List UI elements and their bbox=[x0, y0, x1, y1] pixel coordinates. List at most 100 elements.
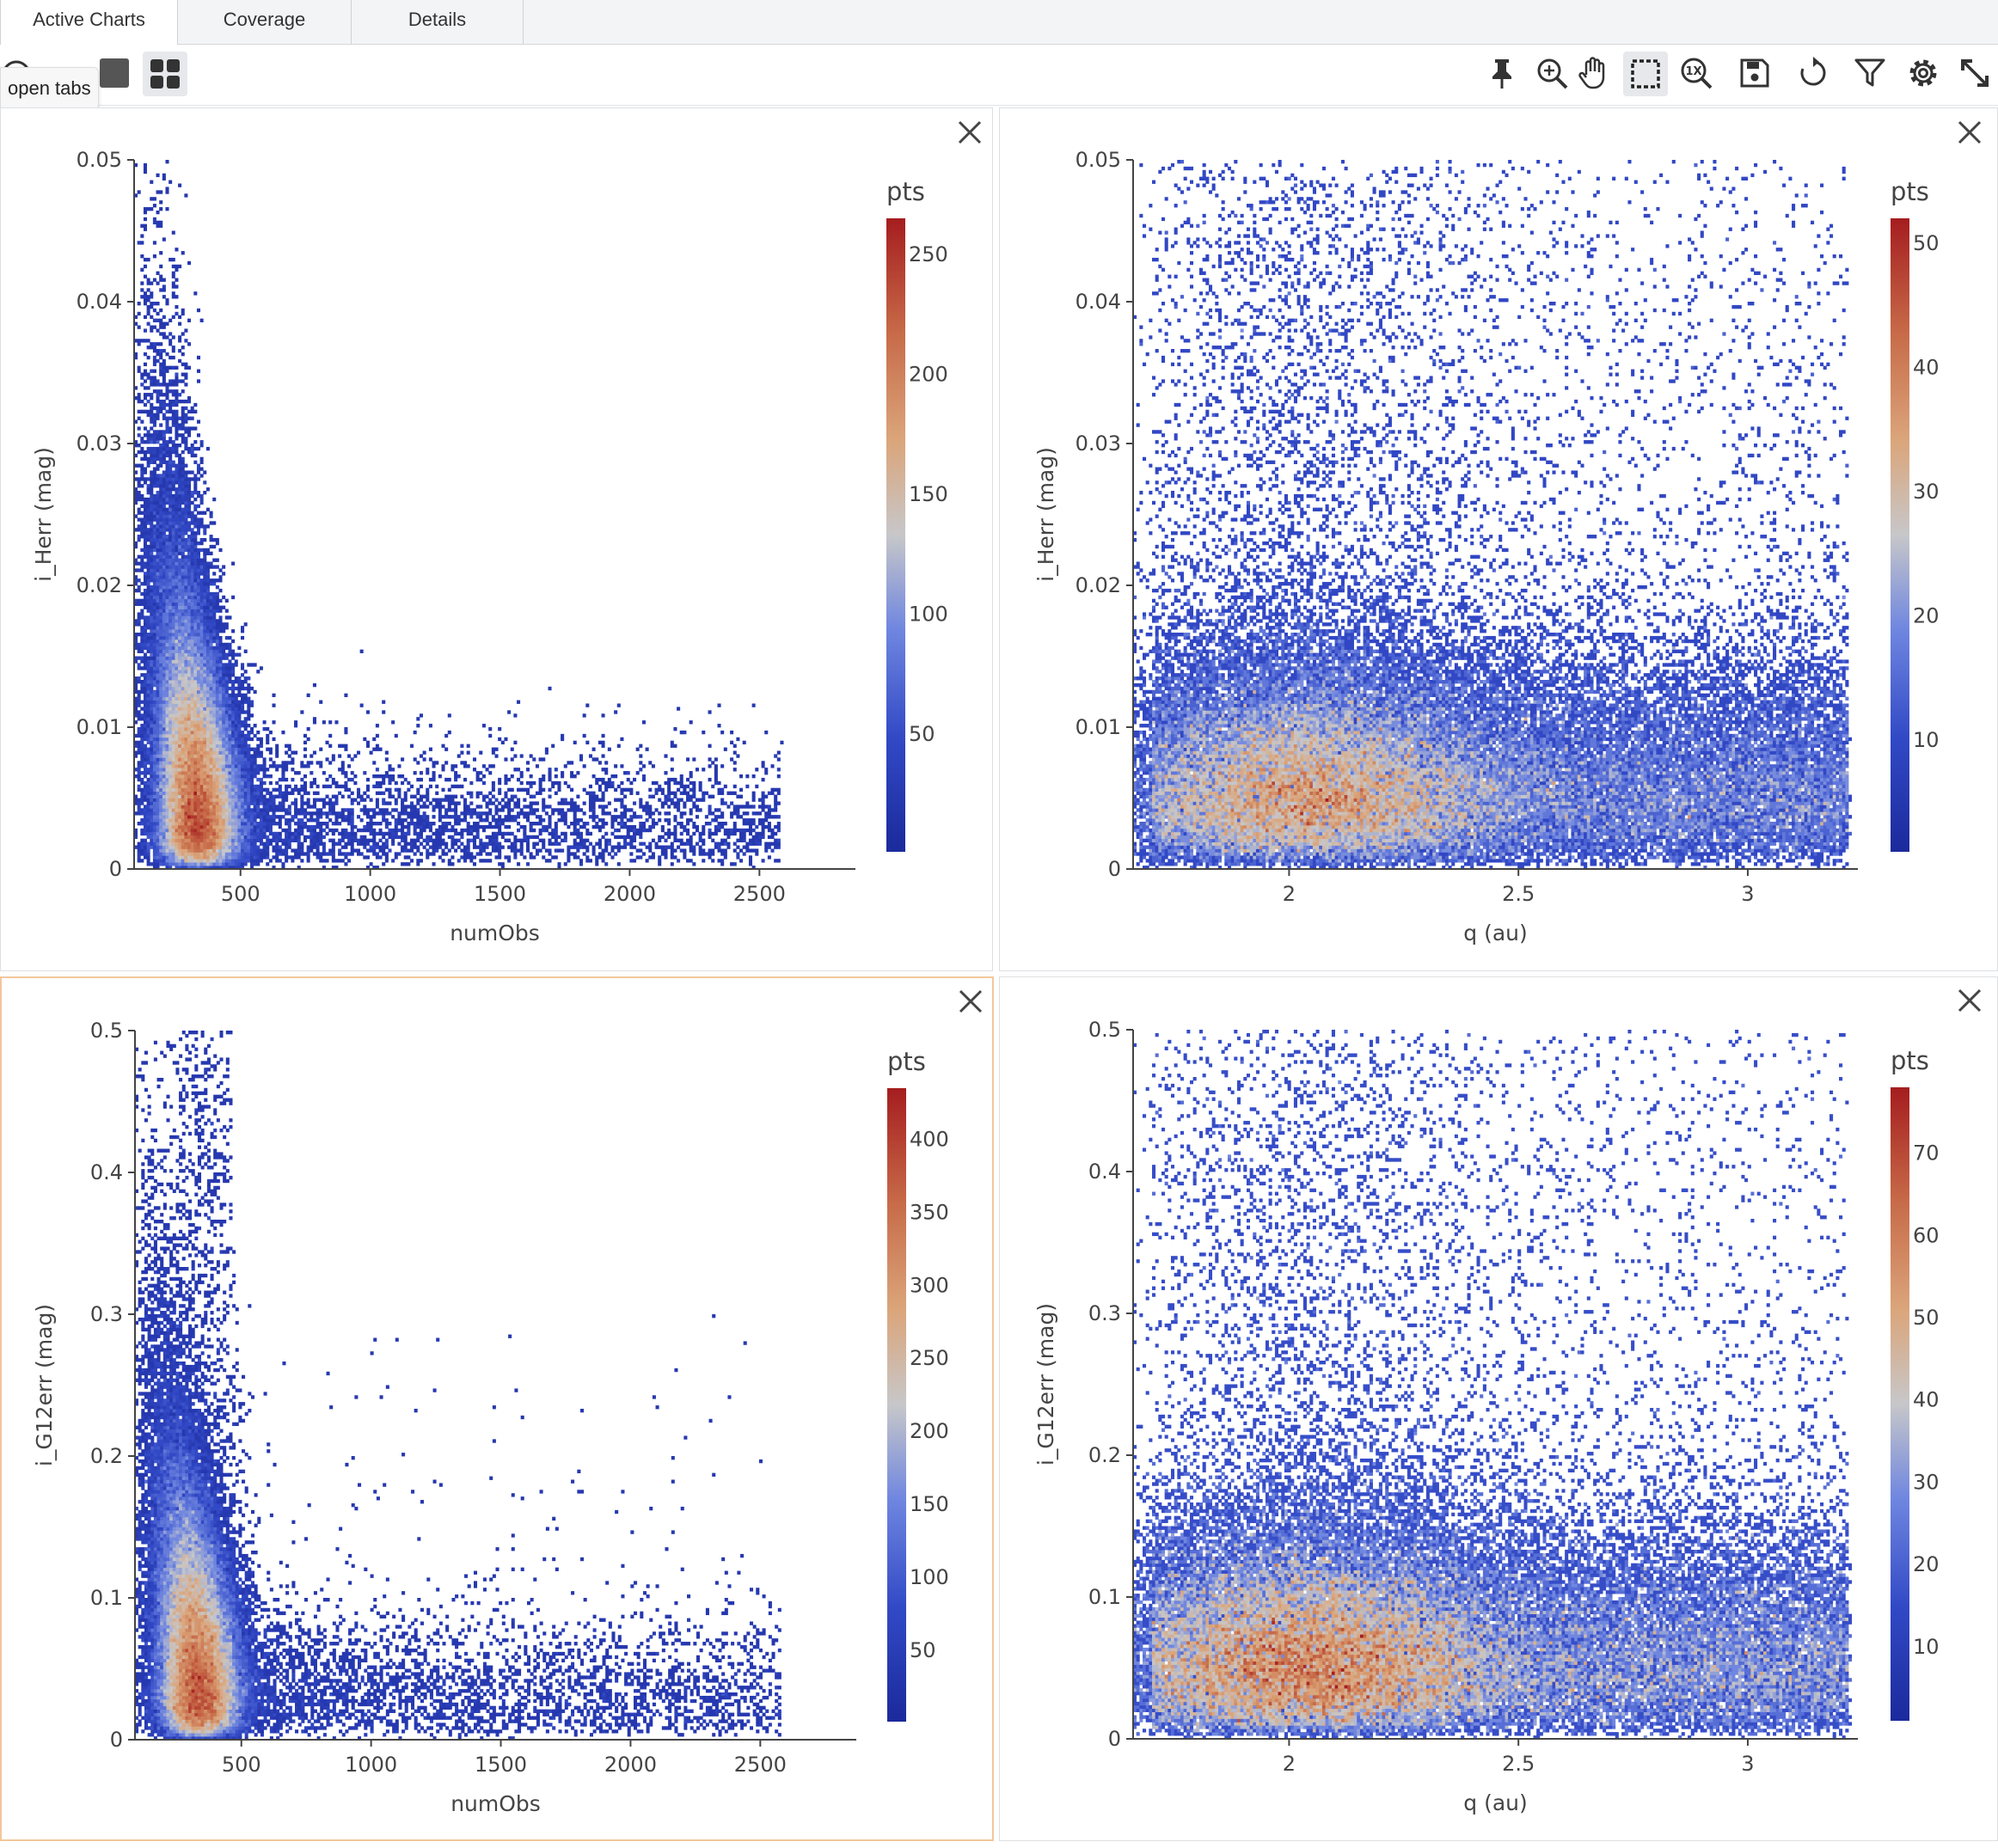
heatmap-cell bbox=[241, 822, 245, 826]
single-view-icon[interactable] bbox=[95, 53, 134, 93]
heatmap-cell bbox=[544, 747, 549, 751]
heatmap-cell bbox=[178, 652, 182, 657]
heatmap-cell bbox=[579, 841, 584, 846]
heatmap-cell bbox=[525, 780, 530, 786]
heatmap-cell bbox=[140, 713, 144, 718]
tab-coverage[interactable]: Coverage bbox=[178, 0, 352, 44]
heatmap-cell bbox=[764, 815, 769, 819]
grid-view-icon[interactable] bbox=[143, 52, 187, 96]
pan-icon[interactable] bbox=[1573, 53, 1613, 93]
heatmap-cell bbox=[162, 845, 166, 849]
heatmap-cell bbox=[209, 754, 213, 758]
heatmap-cell bbox=[231, 686, 236, 691]
heatmap-cell bbox=[228, 828, 232, 833]
heatmap-cell bbox=[702, 730, 706, 735]
heatmap-cell bbox=[224, 774, 229, 779]
tab-details[interactable]: Details bbox=[352, 0, 524, 44]
restore-icon[interactable] bbox=[1793, 53, 1833, 93]
zoom-icon[interactable] bbox=[1532, 53, 1572, 93]
expand-icon[interactable] bbox=[1955, 53, 1995, 93]
heatmap-cell bbox=[234, 703, 238, 707]
heatmap-cell bbox=[224, 747, 229, 751]
heatmap-cell bbox=[610, 774, 615, 779]
heatmap-cell bbox=[231, 639, 236, 644]
heatmap-cell bbox=[196, 682, 201, 688]
tab-active-charts[interactable]: Active Charts bbox=[0, 0, 178, 45]
heatmap-cell bbox=[218, 757, 223, 762]
heatmap-cell bbox=[259, 768, 263, 772]
heatmap-cell bbox=[517, 848, 521, 853]
heatmap-cell bbox=[291, 815, 295, 819]
heatmap-cell bbox=[209, 859, 213, 863]
heatmap-cell bbox=[344, 818, 348, 823]
heatmap-cell bbox=[761, 798, 765, 802]
heatmap-cell bbox=[184, 670, 188, 674]
heatmap-cell bbox=[222, 768, 226, 772]
heatmap-cell bbox=[159, 824, 163, 829]
heatmap-cell bbox=[397, 815, 401, 819]
heatmap-cell bbox=[193, 852, 198, 856]
heatmap-cell bbox=[169, 845, 173, 849]
heatmap-cell bbox=[310, 771, 314, 775]
heatmap-cell bbox=[466, 855, 470, 860]
heatmap-cell bbox=[419, 754, 423, 758]
heatmap-cell bbox=[247, 700, 251, 704]
select-icon[interactable] bbox=[1623, 52, 1668, 96]
heatmap-cell bbox=[196, 730, 201, 735]
heatmap-cell bbox=[190, 707, 194, 711]
heatmap-cell bbox=[175, 720, 179, 725]
heatmap-cell bbox=[588, 815, 592, 819]
heatmap-cell bbox=[517, 811, 521, 816]
heatmap-cell bbox=[203, 724, 207, 728]
heatmap-cell bbox=[319, 747, 323, 751]
zoom-1x-icon[interactable]: 1X bbox=[1676, 53, 1716, 93]
heatmap-cell bbox=[162, 740, 166, 745]
heatmap-cell bbox=[563, 822, 567, 826]
heatmap-cell bbox=[517, 815, 521, 819]
heatmap-cell bbox=[169, 835, 173, 840]
heatmap-cell bbox=[538, 777, 542, 782]
heatmap-cell bbox=[629, 835, 634, 840]
filter-icon[interactable] bbox=[1850, 53, 1890, 93]
heatmap-cell bbox=[203, 693, 207, 698]
heatmap-cell bbox=[595, 822, 599, 826]
chart-panel-numobs-iherr[interactable]: 0 0.01 0.02 0.03 0.04 0.05 500 1000 1500 2000 2500… bbox=[0, 107, 993, 971]
heatmap-cell bbox=[215, 859, 219, 863]
heatmap-cell bbox=[444, 794, 449, 799]
heatmap-cell bbox=[401, 757, 405, 762]
heatmap-cell bbox=[212, 659, 217, 664]
heatmap-cell bbox=[228, 845, 232, 849]
heatmap-cell bbox=[310, 754, 314, 758]
heatmap-cell bbox=[382, 815, 386, 819]
heatmap-cell bbox=[660, 824, 665, 829]
heatmap-cell bbox=[695, 824, 700, 829]
heatmap-cell bbox=[460, 761, 464, 765]
heatmap-cell bbox=[237, 774, 242, 779]
heatmap-cell bbox=[576, 848, 580, 853]
heatmap-cell bbox=[504, 855, 508, 860]
heatmap-cell bbox=[218, 724, 223, 728]
heatmap-cell bbox=[196, 784, 201, 789]
heatmap-cell bbox=[294, 852, 298, 856]
heatmap-cell bbox=[143, 780, 147, 786]
heatmap-cell bbox=[297, 831, 301, 836]
heatmap-cell bbox=[573, 845, 577, 849]
save-icon[interactable] bbox=[1735, 53, 1774, 93]
heatmap-cell bbox=[291, 750, 295, 755]
heatmap-cell bbox=[205, 787, 210, 792]
heatmap-cell bbox=[181, 693, 185, 698]
heatmap-cell bbox=[748, 824, 753, 829]
heatmap-cell bbox=[285, 784, 289, 789]
heatmap-cell bbox=[281, 798, 285, 802]
heatmap-cell bbox=[205, 720, 210, 725]
heatmap-cell bbox=[683, 852, 687, 856]
pin-icon[interactable] bbox=[1482, 53, 1522, 93]
heatmap-cell bbox=[169, 737, 173, 742]
heatmap-cell bbox=[523, 835, 527, 840]
heatmap-cell bbox=[184, 696, 188, 701]
heatmap-cell bbox=[500, 740, 505, 745]
heatmap-cell bbox=[137, 713, 141, 718]
heatmap-cell bbox=[316, 824, 320, 829]
settings-icon[interactable] bbox=[1903, 53, 1943, 93]
